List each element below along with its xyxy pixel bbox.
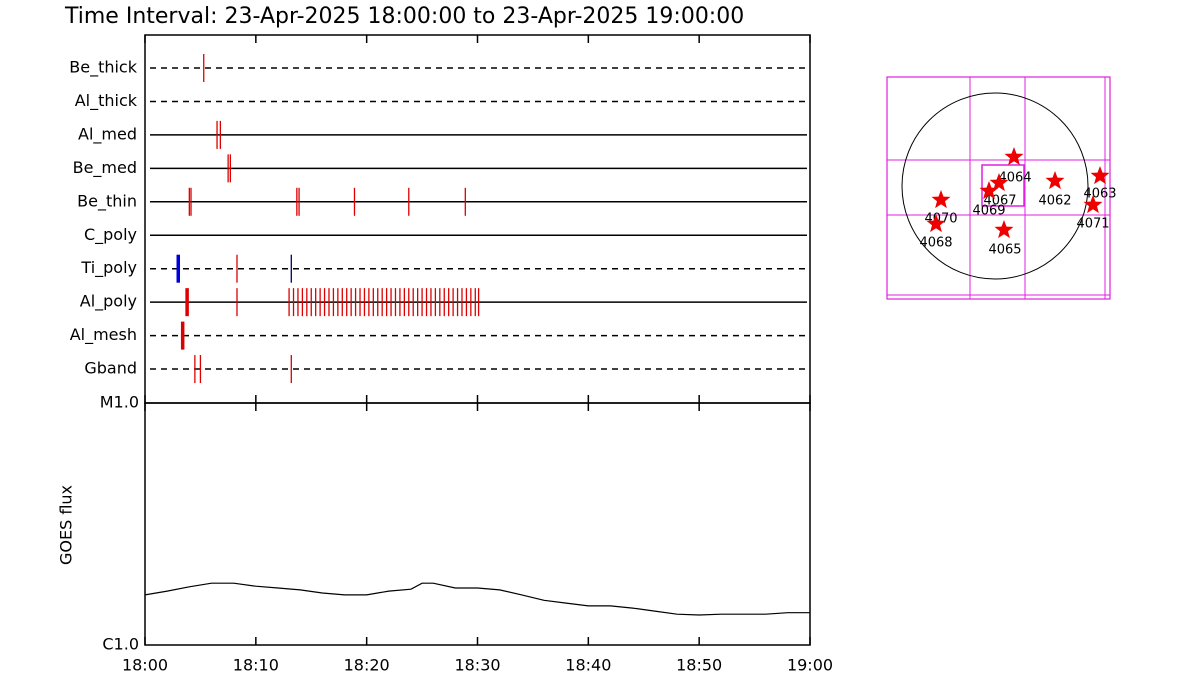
goes-panel: M1.0 C1.0 GOES flux 18:00 18:10 18:20 18:30 18:… [57, 35, 833, 675]
row-label: Be_thick [69, 58, 137, 78]
region-label: 4069 [972, 204, 1005, 219]
fov-box [981, 164, 1025, 207]
region-label: 4065 [988, 243, 1021, 258]
region-label: 4063 [1083, 187, 1116, 202]
region-star [1090, 166, 1110, 185]
row-label: Al_poly [80, 292, 137, 312]
row-label: C_poly [84, 225, 137, 245]
panel-frame [144, 402, 811, 646]
map-frame [886, 76, 1111, 300]
row-label: Gband [84, 359, 137, 378]
goes-curve [144, 582, 810, 616]
region-star [994, 220, 1014, 239]
x-tick-label: 18:20 [344, 656, 390, 675]
row-label: Ti_poly [80, 258, 137, 278]
timeline-panel: Be_thick Al_thick Al_med Be_med Be_thin C_pol… [69, 34, 811, 404]
x-tick-label: 18:00 [122, 656, 168, 675]
row-label: Be_med [73, 158, 137, 178]
x-tick-label: 18:10 [233, 656, 279, 675]
x-tick-label: 18:40 [565, 656, 611, 675]
row-label: Al_thick [75, 91, 138, 111]
y-tick-label: M1.0 [100, 393, 139, 412]
y-tick-label: C1.0 [102, 635, 139, 654]
y-axis-label: GOES flux [57, 485, 76, 565]
x-tick-label: 18:50 [676, 656, 722, 675]
solar-limb [901, 92, 1089, 280]
region-label: 4067 [983, 194, 1016, 209]
region-label: 4064 [998, 171, 1031, 186]
panel-frame [144, 34, 811, 404]
region-label: 4071 [1076, 217, 1109, 232]
chart-title: Time Interval: 23-Apr-2025 18:00:00 to 2… [64, 4, 744, 29]
x-tick-label: 19:00 [787, 656, 833, 675]
region-star [926, 214, 946, 233]
row-label: Al_med [78, 124, 137, 144]
region-star [1004, 147, 1024, 166]
region-star [931, 190, 951, 209]
region-label: 4062 [1038, 194, 1071, 209]
region-star [989, 173, 1009, 192]
region-star [1045, 171, 1065, 190]
region-label: 4068 [919, 236, 952, 251]
x-tick-label: 18:30 [454, 656, 500, 675]
row-label: Al_mesh [70, 325, 137, 345]
region-star [979, 181, 999, 200]
row-label: Be_thin [77, 191, 137, 211]
region-star [1083, 195, 1103, 214]
